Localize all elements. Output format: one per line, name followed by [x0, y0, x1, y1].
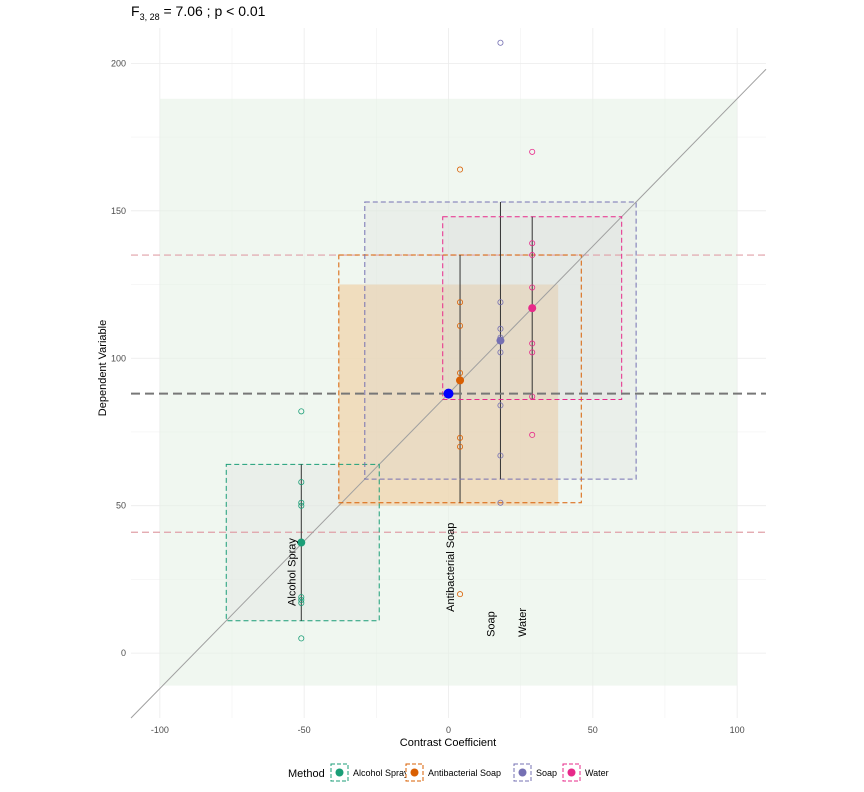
data-point	[298, 597, 305, 604]
legend-key-dot	[410, 768, 419, 777]
legend-entry: Water	[585, 768, 609, 778]
data-point	[497, 499, 504, 506]
group-mean-point	[297, 538, 306, 547]
data-point	[457, 322, 464, 329]
data-point	[497, 299, 504, 306]
data-point	[298, 408, 305, 415]
plot-area: Alcohol Spray Antibacterial Soap Soap Water…	[111, 28, 767, 735]
data-point	[298, 479, 305, 486]
data-point	[529, 349, 536, 356]
data-point	[529, 240, 536, 247]
data-point	[529, 393, 536, 400]
data-point	[529, 148, 536, 155]
data-point	[497, 325, 504, 332]
data-point	[457, 299, 464, 306]
legend-entry: Soap	[536, 768, 557, 778]
legend-title: Method	[288, 768, 325, 780]
data-point	[298, 600, 305, 607]
data-point	[529, 284, 536, 291]
legend: Method Alcohol Spray Antibacterial Soap So…	[288, 763, 609, 782]
y-tick-label: 0	[121, 648, 126, 658]
data-point	[529, 340, 536, 347]
legend-key-dot	[518, 768, 527, 777]
y-tick-label: 200	[111, 58, 126, 68]
data-point	[298, 499, 305, 506]
legend-entry: Antibacterial Soap	[428, 768, 501, 778]
data-point	[529, 431, 536, 438]
x-tick-label: 0	[446, 725, 451, 735]
group-label: Alcohol Spray	[286, 538, 298, 606]
overall-mean-point	[443, 388, 454, 399]
y-tick-label: 50	[116, 501, 126, 511]
data-point	[457, 369, 464, 376]
legend-key-dot	[567, 768, 576, 777]
data-point	[457, 591, 464, 598]
group-mean-point	[528, 304, 537, 313]
group-outline-box	[225, 463, 380, 622]
group-label: Soap	[485, 611, 497, 637]
group-label: Water	[517, 608, 529, 637]
group-mean-point	[456, 376, 465, 385]
group-mean-point	[496, 336, 505, 345]
data-point	[298, 502, 305, 509]
group-label: Antibacterial Soap	[445, 523, 457, 612]
data-point	[497, 452, 504, 459]
chart-title-rest: = 7.06 ; p < 0.01	[160, 3, 266, 19]
data-point	[457, 166, 464, 173]
legend-entry: Alcohol Spray	[353, 768, 409, 778]
data-point	[457, 434, 464, 441]
chart-title: F3, 28 = 7.06 ; p < 0.01	[131, 3, 266, 22]
data-point	[497, 402, 504, 409]
data-point	[497, 349, 504, 356]
x-tick-label: 50	[588, 725, 598, 735]
y-axis-title: Dependent Variable	[97, 320, 109, 416]
data-point	[298, 594, 305, 601]
legend-key-dot	[335, 768, 344, 777]
x-tick-label: -100	[151, 725, 169, 735]
data-point	[457, 443, 464, 450]
x-tick-label: 100	[730, 725, 745, 735]
data-point	[298, 635, 305, 642]
chart-title-subscript: 3, 28	[140, 12, 160, 22]
y-tick-label: 100	[111, 353, 126, 363]
data-point	[497, 39, 504, 46]
x-tick-label: -50	[298, 725, 311, 735]
y-tick-label: 150	[111, 206, 126, 216]
data-point	[529, 252, 536, 259]
x-axis-title: Contrast Coefficient	[400, 737, 496, 749]
